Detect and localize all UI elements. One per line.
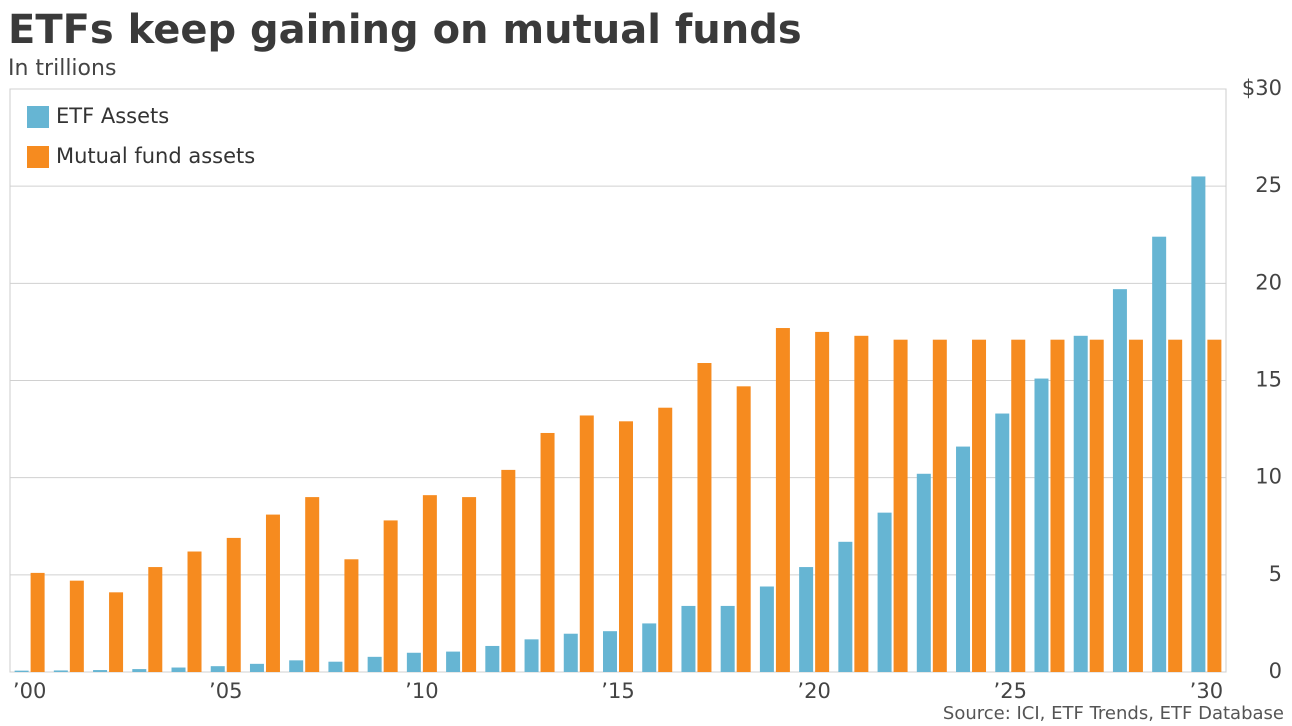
bar: [1152, 236, 1167, 672]
bar: [1168, 339, 1183, 672]
bar: [93, 670, 108, 672]
legend-swatch: [27, 146, 49, 168]
y-tick-label: 15: [1255, 368, 1282, 392]
bar: [53, 670, 68, 672]
bar: [838, 541, 853, 672]
bar: [422, 495, 437, 672]
x-tick-label: ’20: [797, 679, 830, 703]
bar: [603, 631, 617, 672]
bar: [501, 469, 516, 672]
bar: [720, 605, 735, 672]
bar: [210, 666, 225, 672]
x-tick-label: ’10: [405, 679, 438, 703]
bar: [14, 670, 29, 672]
x-tick-label: ’30: [1190, 679, 1223, 703]
bar: [305, 497, 320, 672]
legend-label: Mutual fund assets: [56, 144, 255, 168]
bar: [383, 520, 398, 672]
bar: [69, 580, 84, 672]
bar: [446, 651, 461, 672]
bar: [226, 537, 241, 672]
legend-label: ETF Assets: [56, 104, 169, 128]
y-tick-label: $30: [1242, 76, 1282, 100]
bar: [1011, 339, 1026, 672]
source: Source: ICI, ETF Trends, ETF Database: [943, 703, 1284, 724]
bar: [171, 667, 186, 672]
x-tick-label: ’25: [994, 679, 1027, 703]
bar: [367, 656, 382, 672]
bar: [524, 639, 539, 672]
bar: [697, 363, 712, 672]
bar: [109, 592, 124, 672]
bar: [1128, 339, 1143, 672]
x-tick-label: ’15: [601, 679, 634, 703]
bar: [995, 413, 1010, 672]
bar: [916, 473, 931, 672]
bar: [854, 335, 869, 672]
bar: [932, 339, 947, 672]
bar: [681, 605, 696, 672]
chart-title: ETFs keep gaining on mutual funds: [8, 7, 802, 53]
y-tick-label: 25: [1255, 173, 1282, 197]
legend-swatch: [27, 106, 49, 128]
bar: [148, 567, 163, 672]
bar: [759, 586, 774, 672]
bar: [956, 446, 971, 672]
bar: [265, 514, 280, 672]
bar: [1050, 339, 1065, 672]
y-tick-label: 20: [1255, 270, 1282, 294]
bar: [328, 661, 343, 672]
bar: [642, 623, 657, 672]
bar: [893, 339, 908, 672]
bar: [1089, 339, 1104, 672]
bar: [289, 660, 304, 672]
chart-subtitle: In trillions: [8, 56, 116, 81]
bar: [736, 386, 751, 672]
bar: [775, 328, 790, 672]
bar: [462, 497, 477, 672]
bar: [877, 512, 892, 672]
bar: [132, 669, 147, 672]
bar: [344, 559, 359, 672]
bar: [1073, 335, 1088, 672]
bar: [540, 432, 555, 672]
bar: [563, 633, 578, 672]
bar: [658, 407, 673, 672]
bar: [579, 415, 594, 672]
x-tick-label: ’00: [13, 679, 46, 703]
bar: [815, 331, 830, 672]
bar: [1034, 378, 1049, 672]
y-tick-label: 10: [1255, 465, 1282, 489]
x-tick-label: ’05: [209, 679, 242, 703]
bar: [30, 572, 45, 672]
y-tick-label: 5: [1269, 562, 1282, 586]
bar: [1112, 289, 1127, 672]
bar: [485, 645, 500, 672]
bar: [406, 652, 421, 672]
bar: [1207, 339, 1222, 672]
bar: [799, 567, 814, 672]
bar: [187, 551, 202, 672]
bar: [249, 663, 264, 672]
bar: [972, 339, 987, 672]
bar: [619, 421, 633, 672]
bar: [1191, 176, 1206, 672]
y-tick-label: 0: [1269, 659, 1282, 683]
